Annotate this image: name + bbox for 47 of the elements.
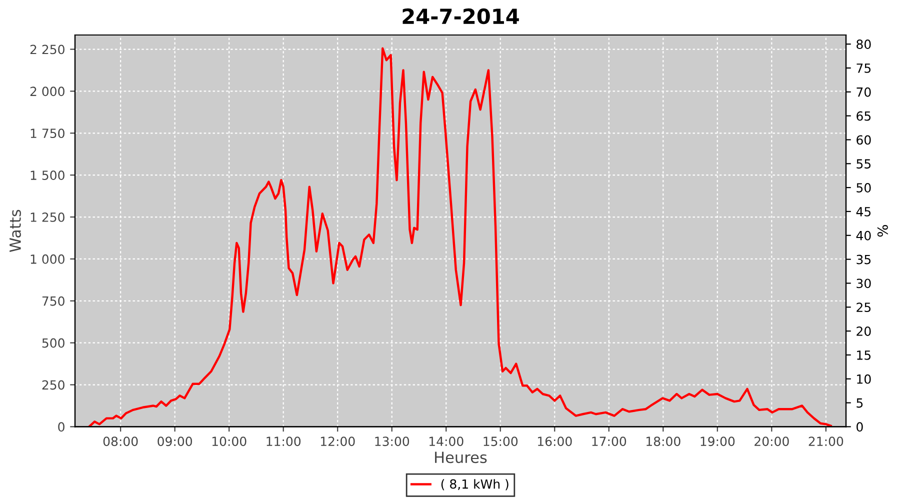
y2-tick-label: 70 [856, 87, 871, 97]
y-tick-label: 1 500 [30, 170, 64, 180]
y2-tick-label: 40 [856, 230, 871, 240]
x-tick-label: 11:00 [266, 436, 301, 446]
x-tick-label: 12:00 [320, 436, 355, 446]
y-tick-label: 500 [42, 338, 64, 348]
y2-axis-title: % [877, 225, 888, 237]
y-tick-label: 1 750 [30, 128, 64, 138]
y-tick-label: 2 000 [30, 86, 64, 96]
x-tick-label: 13:00 [375, 436, 410, 446]
y2-tick-label: 15 [857, 350, 871, 360]
x-tick-label: 19:00 [700, 436, 735, 446]
y2-tick-label: 65 [856, 111, 871, 121]
y2-tick-label: 30 [856, 278, 871, 288]
y2-tick-label: 35 [856, 254, 871, 264]
x-tick-label: 14:00 [429, 436, 464, 446]
y-tick-label: 1 250 [30, 212, 64, 222]
y-tick-label: 750 [42, 296, 64, 306]
y2-tick-label: 20 [856, 326, 871, 336]
legend-label: ( 8,1 kWh ) [441, 479, 508, 490]
x-tick-label: 20:00 [754, 436, 789, 446]
x-tick-label: 10:00 [212, 436, 246, 446]
y2-tick-label: 60 [856, 135, 871, 145]
x-tick-label: 17:00 [592, 436, 626, 446]
y-tick-label: 1 000 [30, 254, 64, 264]
y2-tick-label: 45 [856, 207, 871, 216]
y-axis-title: Watts [10, 210, 21, 252]
x-axis-title: Heures [435, 452, 487, 464]
y2-tick-label: 10 [857, 374, 871, 384]
y2-tick-label: 80 [856, 40, 871, 50]
y2-tick-label: 75 [856, 64, 871, 73]
y-tick-label: 0 [58, 422, 64, 432]
x-tick-label: 09:00 [158, 436, 192, 446]
y-tick-label: 2 250 [30, 44, 64, 54]
line-series [88, 47, 832, 427]
x-tick-label: 15:00 [484, 436, 518, 446]
y2-tick-label: 0 [856, 422, 863, 432]
chart-title: 24-7-2014 [402, 8, 519, 24]
y-tick-label: 250 [42, 380, 64, 390]
y2-tick-label: 25 [856, 302, 871, 312]
y2-tick-label: 50 [856, 183, 871, 192]
y2-tick-label: 55 [856, 159, 871, 169]
x-tick-label: 08:00 [103, 436, 138, 446]
x-tick-label: 16:00 [538, 436, 572, 446]
y2-tick-label: 5 [856, 398, 863, 408]
x-tick-label: 18:00 [646, 436, 680, 446]
x-tick-label: 21:00 [808, 436, 844, 446]
